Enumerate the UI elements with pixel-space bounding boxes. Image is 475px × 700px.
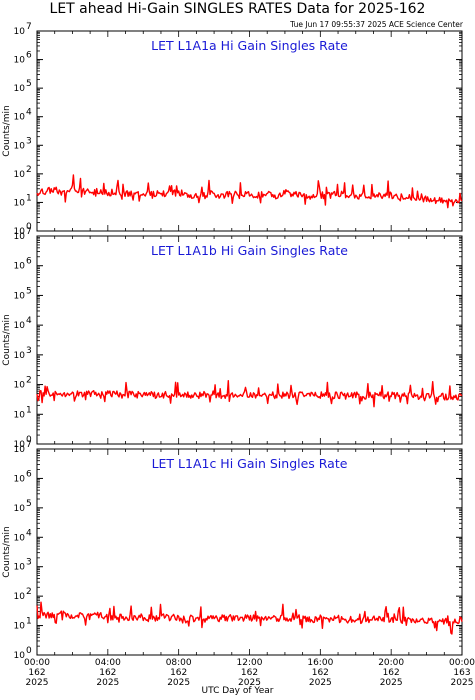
x-tick-label: 16:00 bbox=[307, 658, 333, 668]
y-tick-exponent: 5 bbox=[26, 499, 32, 509]
y-tick-exponent: 2 bbox=[26, 587, 32, 597]
x-tick-label: 162 bbox=[312, 668, 329, 678]
y-axis-label: Counts/min bbox=[2, 526, 12, 577]
y-tick-exponent: 3 bbox=[26, 346, 32, 356]
y-tick-label: 10 bbox=[14, 533, 26, 543]
page-title: LET ahead Hi-Gain SINGLES RATES Data for… bbox=[49, 1, 426, 17]
y-tick-exponent: 0 bbox=[26, 222, 32, 232]
series-line bbox=[36, 601, 463, 635]
y-tick-exponent: 1 bbox=[26, 405, 32, 415]
y-tick-label: 10 bbox=[14, 504, 26, 514]
x-tick-label: 2025 bbox=[238, 678, 261, 688]
series-line bbox=[36, 380, 463, 408]
y-tick-exponent: 5 bbox=[26, 79, 32, 89]
panel-frame bbox=[36, 235, 463, 445]
y-tick-exponent: 1 bbox=[26, 617, 32, 627]
y-tick-exponent: 6 bbox=[26, 257, 32, 267]
y-tick-label: 10 bbox=[14, 445, 26, 455]
y-tick-label: 10 bbox=[14, 198, 26, 208]
x-tick-label: 162 bbox=[241, 668, 258, 678]
x-tick-label: 04:00 bbox=[95, 658, 121, 668]
x-tick-label: 2025 bbox=[26, 678, 49, 688]
y-tick-exponent: 5 bbox=[26, 286, 32, 296]
y-tick-label: 10 bbox=[14, 262, 26, 272]
x-tick-label: 2025 bbox=[96, 678, 119, 688]
x-axis-label: UTC Day of Year bbox=[201, 686, 274, 696]
y-tick-label: 10 bbox=[14, 592, 26, 602]
x-tick-label: 162 bbox=[99, 668, 116, 678]
series-line bbox=[36, 174, 463, 209]
x-tick-label: 2025 bbox=[309, 678, 332, 688]
y-tick-label: 10 bbox=[14, 474, 26, 484]
y-tick-label: 10 bbox=[14, 227, 26, 237]
y-tick-exponent: 4 bbox=[26, 316, 32, 326]
y-tick-label: 10 bbox=[14, 321, 26, 331]
x-tick-label: 00:00 bbox=[449, 658, 475, 668]
y-tick-exponent: 4 bbox=[26, 528, 32, 538]
y-tick-exponent: 6 bbox=[26, 51, 32, 61]
panel-title: LET L1A1c Hi Gain Singles Rate bbox=[152, 456, 348, 471]
x-tick-label: 163 bbox=[453, 668, 470, 678]
x-tick-label: 12:00 bbox=[237, 658, 263, 668]
y-tick-label: 10 bbox=[14, 84, 26, 94]
y-tick-label: 10 bbox=[14, 113, 26, 123]
y-tick-label: 10 bbox=[14, 351, 26, 361]
x-tick-label: 2025 bbox=[167, 678, 190, 688]
panel-title: LET L1A1b Hi Gain Singles Rate bbox=[151, 243, 348, 258]
x-tick-label: 162 bbox=[170, 668, 187, 678]
y-tick-label: 10 bbox=[14, 622, 26, 632]
y-tick-label: 10 bbox=[14, 56, 26, 66]
y-tick-label: 10 bbox=[14, 27, 26, 37]
y-tick-exponent: 2 bbox=[26, 165, 32, 175]
x-tick-label: 00:00 bbox=[24, 658, 50, 668]
y-tick-exponent: 7 bbox=[26, 22, 32, 32]
y-tick-label: 10 bbox=[14, 141, 26, 151]
y-tick-label: 10 bbox=[14, 440, 26, 450]
y-tick-label: 10 bbox=[14, 563, 26, 573]
y-tick-label: 10 bbox=[14, 651, 26, 661]
panel-frame bbox=[36, 448, 463, 656]
y-tick-label: 10 bbox=[14, 410, 26, 420]
y-tick-exponent: 1 bbox=[26, 193, 32, 203]
y-tick-exponent: 0 bbox=[26, 646, 32, 656]
y-tick-label: 10 bbox=[14, 291, 26, 301]
y-axis-label: Counts/min bbox=[2, 314, 12, 365]
x-tick-label: 20:00 bbox=[378, 658, 404, 668]
y-axis-label: Counts/min bbox=[2, 105, 12, 156]
panel-title: LET L1A1a Hi Gain Singles Rate bbox=[151, 38, 348, 53]
y-tick-exponent: 7 bbox=[26, 440, 32, 450]
y-tick-exponent: 2 bbox=[26, 376, 32, 386]
y-tick-exponent: 3 bbox=[26, 558, 32, 568]
y-tick-exponent: 6 bbox=[26, 469, 32, 479]
x-tick-label: 162 bbox=[383, 668, 400, 678]
x-tick-label: 2025 bbox=[380, 678, 403, 688]
x-tick-label: 162 bbox=[28, 668, 45, 678]
y-tick-exponent: 4 bbox=[26, 108, 32, 118]
x-tick-label: 08:00 bbox=[166, 658, 192, 668]
y-tick-label: 10 bbox=[14, 232, 26, 242]
y-tick-label: 10 bbox=[14, 381, 26, 391]
y-tick-label: 10 bbox=[14, 170, 26, 180]
y-tick-exponent: 7 bbox=[26, 227, 32, 237]
timestamp: Tue Jun 17 09:55:37 2025 ACE Science Cen… bbox=[290, 20, 463, 29]
panel-frame bbox=[36, 30, 463, 232]
x-tick-label: 2025 bbox=[451, 678, 474, 688]
y-tick-exponent: 3 bbox=[26, 136, 32, 146]
y-tick-exponent: 0 bbox=[26, 435, 32, 445]
